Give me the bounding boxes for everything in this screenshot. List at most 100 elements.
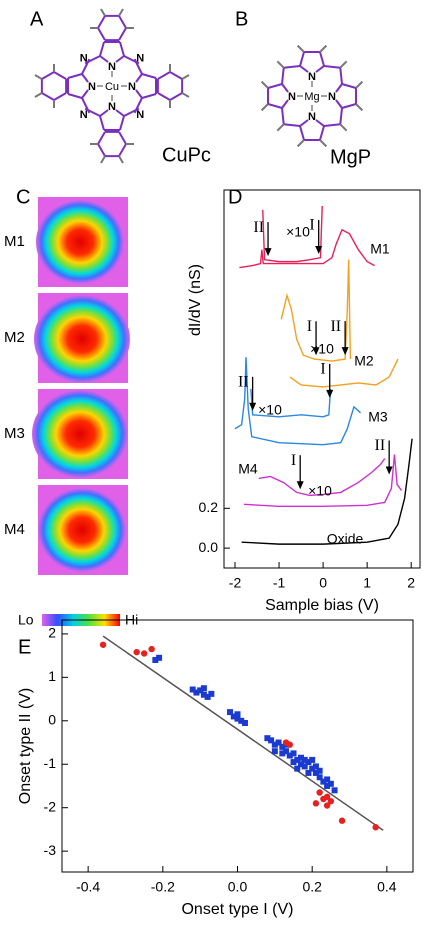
metal-label: Mg	[304, 91, 319, 103]
onset-arrowhead	[315, 245, 323, 254]
y-tick-label: -2	[44, 798, 57, 814]
onset-arrowhead	[326, 389, 334, 398]
atom-label: N	[308, 111, 316, 123]
x-tick-label: 1	[363, 575, 371, 591]
stm-blob	[36, 200, 124, 284]
atom-label: N	[136, 109, 144, 121]
bond	[339, 123, 348, 132]
data-point	[204, 693, 211, 700]
colorbar-label: Lo	[18, 612, 34, 628]
x-tick-label: 0.0	[228, 879, 248, 895]
data-point	[227, 709, 234, 716]
bond	[281, 99, 289, 109]
bond	[97, 15, 106, 29]
series-label: M1	[370, 241, 390, 257]
bond	[115, 109, 125, 117]
x-tick-label: 0.4	[377, 879, 397, 895]
series-label: ×10	[308, 483, 332, 499]
bond	[99, 55, 109, 63]
bond	[118, 27, 127, 41]
bond	[118, 15, 127, 29]
series-label: Oxide	[327, 531, 364, 547]
data-point	[268, 737, 275, 744]
data-point	[294, 756, 301, 763]
bond	[97, 143, 106, 157]
spectrum-line	[280, 259, 352, 362]
data-point	[312, 800, 320, 807]
image-label: M2	[4, 329, 25, 346]
bond	[299, 51, 305, 67]
bond	[169, 71, 183, 80]
bond	[296, 139, 305, 148]
bond	[260, 103, 269, 112]
series-label: M2	[354, 353, 374, 369]
spectrum-line	[258, 458, 386, 497]
bond	[97, 27, 106, 41]
bond	[41, 71, 55, 80]
onset-label: II	[375, 437, 386, 454]
plot-frame	[223, 189, 421, 569]
bond	[41, 92, 55, 101]
y-tick-label: 0.2	[199, 499, 219, 515]
data-point	[309, 756, 316, 763]
spectrum-line	[243, 454, 403, 508]
data-point	[294, 765, 301, 772]
data-point	[297, 754, 304, 761]
data-point	[312, 769, 319, 776]
spectrum-line	[234, 357, 362, 446]
data-point	[200, 685, 207, 692]
x-axis-label: Sample bias (V)	[265, 597, 379, 614]
bond	[281, 83, 289, 93]
bond	[299, 119, 309, 127]
onset-label: II	[238, 373, 249, 390]
data-point	[189, 686, 196, 693]
data-point	[301, 756, 308, 763]
data-point	[238, 717, 245, 724]
data-point	[323, 802, 331, 809]
data-point	[316, 767, 323, 774]
panel-label: E	[18, 636, 31, 658]
bond	[296, 44, 305, 53]
atom-label: N	[88, 81, 96, 93]
spectrum-line	[241, 438, 413, 545]
bond	[157, 71, 171, 80]
y-axis-label: dI/dV (nS)	[187, 264, 204, 336]
data-point	[338, 817, 346, 824]
bond	[335, 83, 343, 93]
bond	[355, 103, 364, 112]
fit-line	[102, 635, 384, 831]
onset-arrowhead	[249, 402, 257, 411]
data-point	[156, 654, 163, 661]
stm-blob	[34, 295, 130, 383]
bond	[81, 73, 89, 83]
y-tick-label: 0	[48, 712, 56, 728]
panel-label: B	[235, 8, 248, 30]
onset-arrowhead	[312, 347, 320, 356]
bond	[319, 125, 325, 141]
data-point	[208, 690, 215, 697]
bond	[97, 131, 106, 145]
bond	[84, 55, 101, 65]
bond	[339, 107, 343, 125]
bond	[141, 93, 157, 99]
data-point	[234, 715, 241, 722]
atom-label: N	[328, 91, 336, 103]
bond	[67, 93, 83, 99]
bond	[260, 80, 269, 89]
bond	[319, 51, 325, 67]
series-label: ×10	[286, 224, 310, 240]
panel-label: A	[30, 8, 44, 30]
data-point	[241, 719, 248, 726]
x-tick-label: -0.4	[76, 879, 100, 895]
data-point	[309, 765, 316, 772]
bond	[119, 115, 125, 131]
data-point	[271, 748, 278, 755]
bond	[119, 41, 125, 57]
onset-label: I	[320, 361, 325, 378]
data-point	[152, 656, 159, 663]
bond	[283, 123, 301, 127]
bond	[53, 92, 67, 101]
spectrum-line	[262, 205, 323, 263]
series-label: M4	[238, 461, 258, 477]
